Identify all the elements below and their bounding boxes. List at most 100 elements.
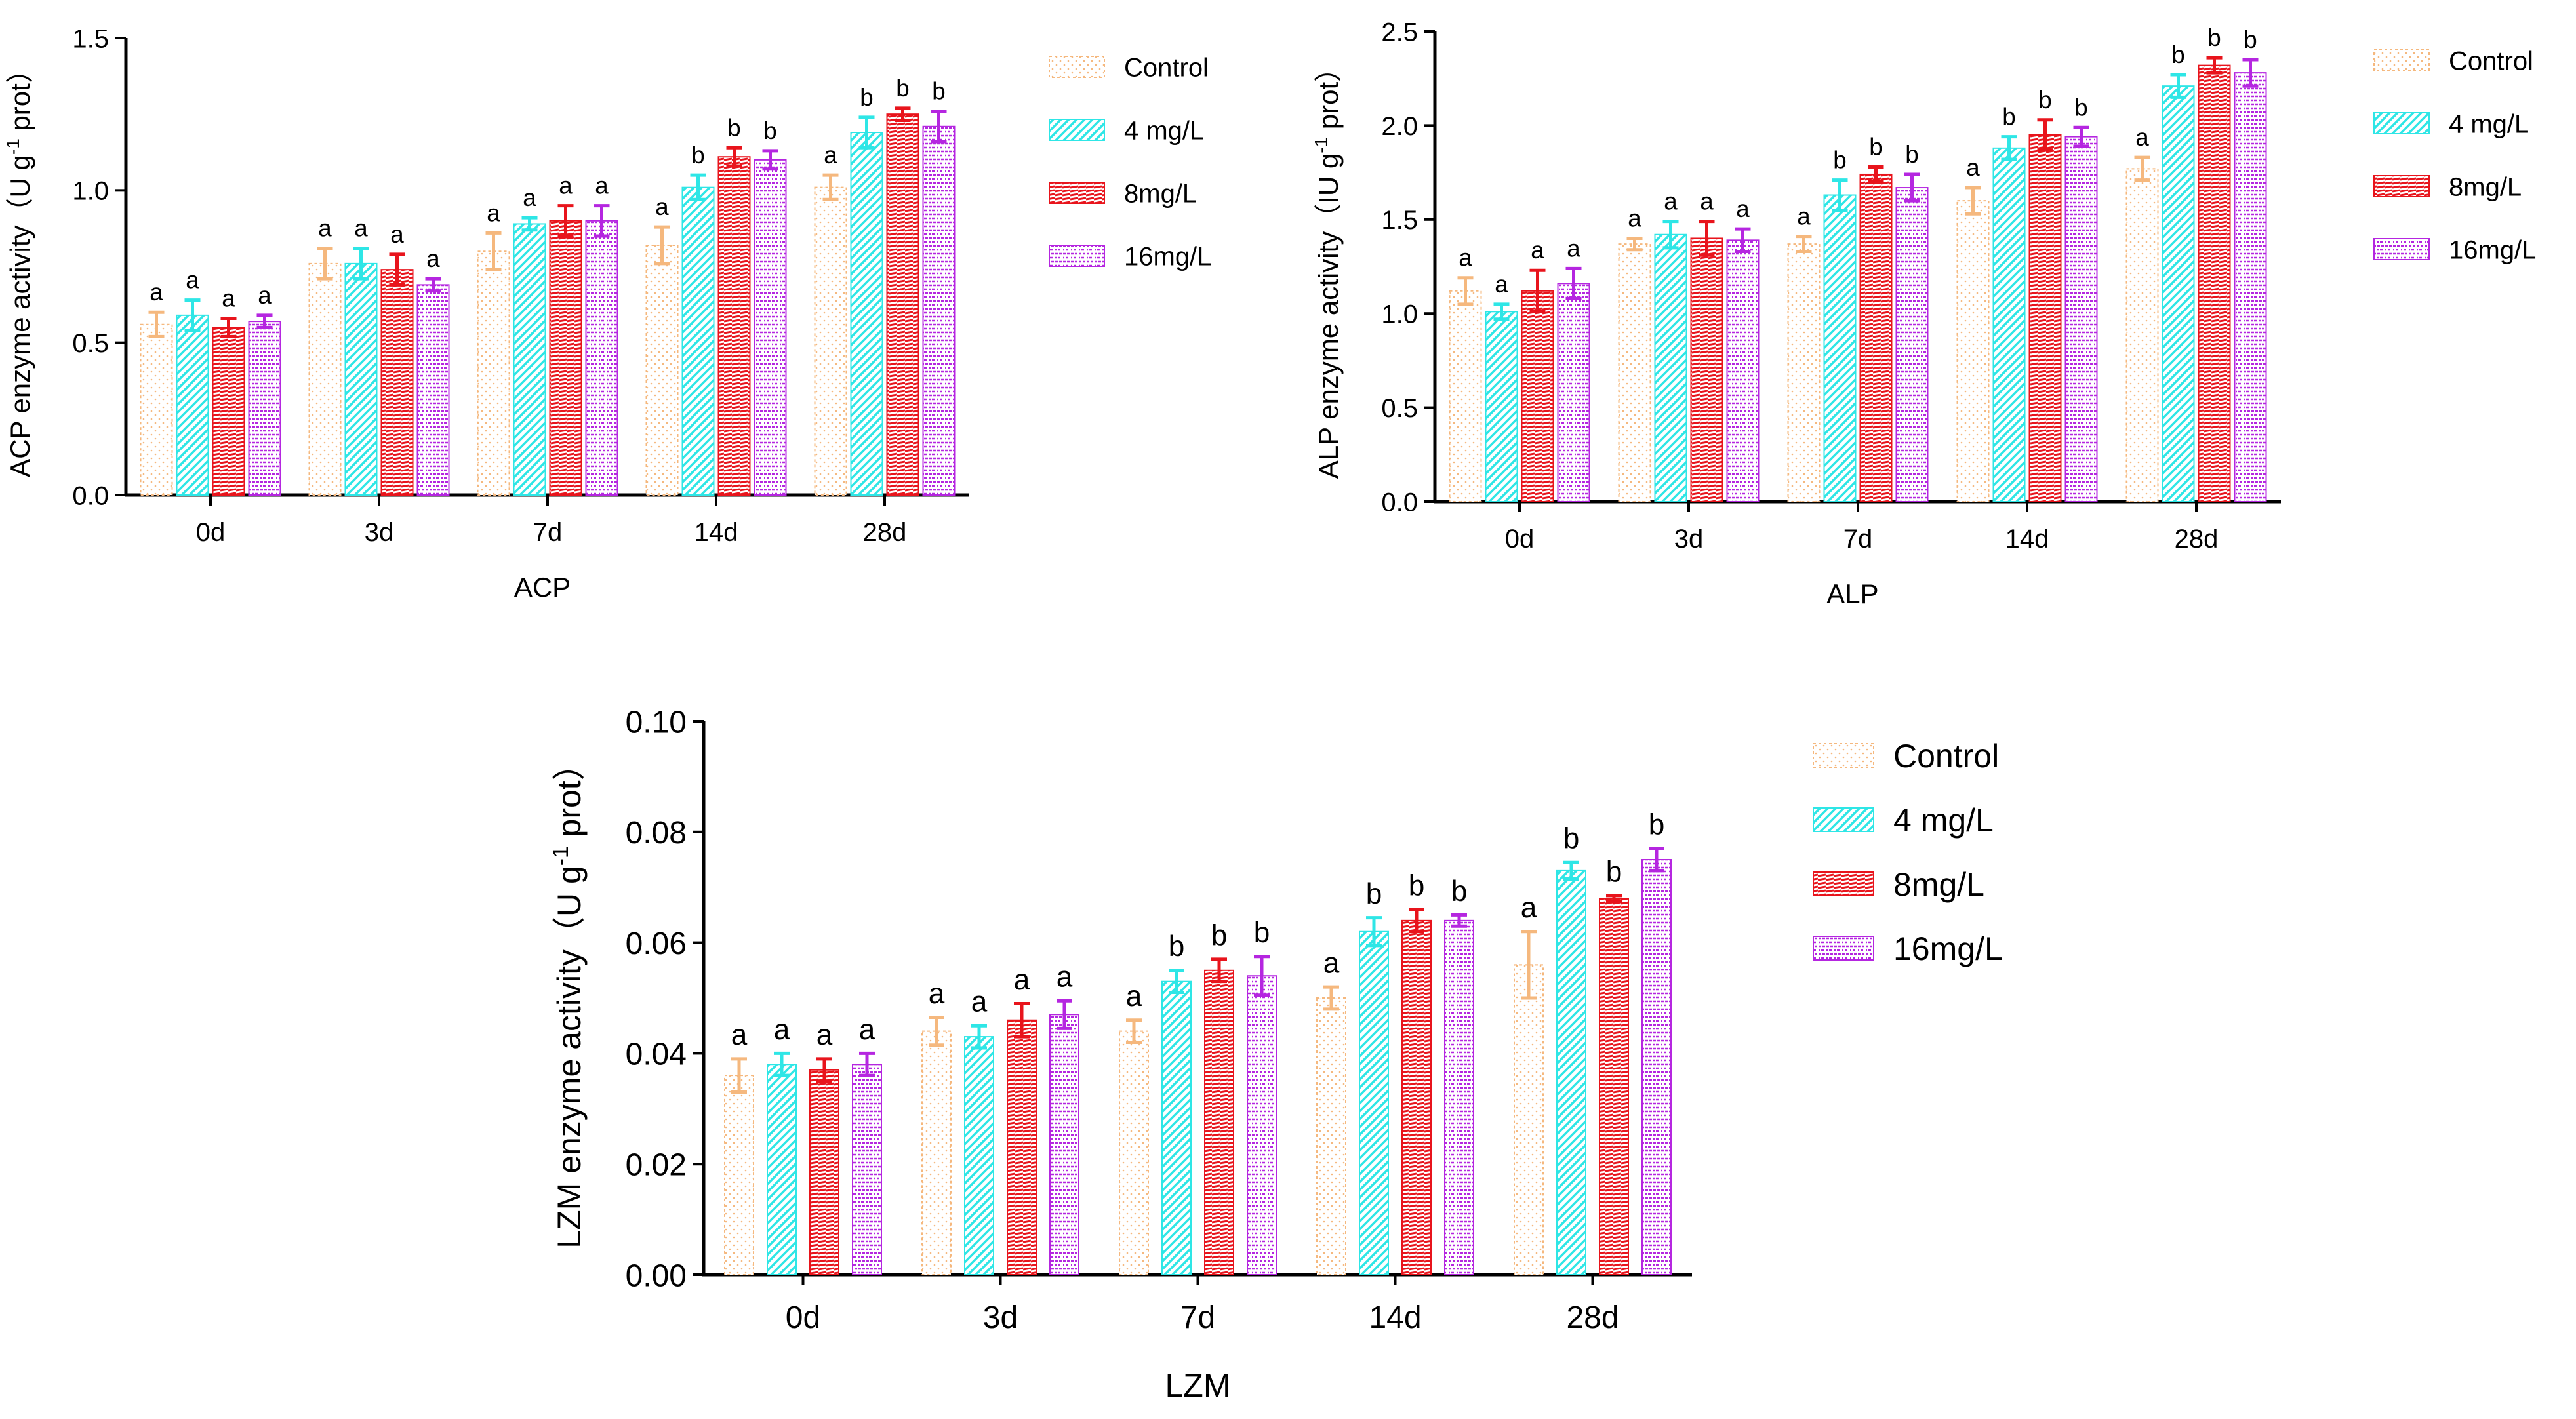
significance-letter: a: [1567, 235, 1580, 262]
significance-letter: a: [1531, 237, 1544, 264]
significance-letter: a: [150, 279, 163, 306]
bar-alp-0-3: [1557, 283, 1590, 502]
significance-letter: a: [774, 1014, 790, 1046]
y-tick-label: 0.04: [626, 1037, 687, 1072]
error-bar: [485, 231, 502, 271]
bar-acp-2-2: [549, 220, 582, 496]
bar-acp-0-2: [212, 327, 245, 496]
significance-letter: a: [1459, 245, 1472, 271]
bar-alp-4-2: [2198, 64, 2231, 502]
bar-acp-4-2: [886, 113, 919, 496]
y-tick-label: 1.0: [1381, 300, 1418, 329]
bar-lzm-4-3: [1641, 859, 1672, 1275]
x-tick-label: 0d: [1505, 525, 1535, 553]
error-bar: [2073, 125, 2089, 148]
error-bar: [2170, 73, 2186, 99]
y-axis-title: LZM enzyme activity（U g-1 prot）: [549, 748, 588, 1248]
legend-label: 8mg/L: [1893, 866, 1984, 903]
significance-letter: b: [1409, 869, 1425, 902]
error-bar: [822, 173, 839, 201]
x-tick-label: 3d: [983, 1300, 1018, 1335]
x-tick-label: 14d: [694, 518, 738, 547]
y-axis-title: ACP enzyme activity（U g-1 prot）: [3, 56, 35, 477]
error-bar: [1254, 955, 1270, 997]
legend-swatch: [1049, 245, 1105, 267]
error-bar: [1014, 1001, 1030, 1039]
bar-acp-2-3: [585, 220, 618, 496]
y-tick-label: 1.5: [72, 24, 109, 53]
bar-lzm-3-2: [1401, 919, 1432, 1275]
error-bar: [1057, 999, 1072, 1030]
error-bar: [2001, 135, 2017, 161]
bar-lzm-3-0: [1316, 997, 1346, 1275]
x-tick-label: 0d: [196, 518, 226, 547]
x-axis-title: ACP: [514, 572, 571, 603]
x-axis-title: LZM: [1165, 1367, 1231, 1404]
significance-letter: a: [655, 193, 669, 220]
error-bar: [1965, 186, 1981, 216]
legend-label: 4 mg/L: [1893, 802, 1994, 839]
x-tick-label: 0d: [786, 1300, 820, 1335]
error-bar: [929, 1016, 944, 1047]
legend-label: 16mg/L: [2449, 235, 2536, 264]
y-tick-label: 1.0: [72, 177, 109, 206]
error-bar: [148, 310, 165, 338]
bar-alp-2-2: [1859, 173, 1893, 502]
error-bar: [654, 225, 670, 266]
significance-letter: b: [1606, 856, 1622, 888]
error-bar: [762, 149, 778, 171]
significance-letter: a: [354, 215, 368, 242]
bar-alp-3-0: [1956, 200, 1990, 502]
x-tick-label: 28d: [863, 518, 907, 547]
significance-letter: a: [1966, 154, 1980, 181]
legend: Control 4 mg/L 8mg/L 16mg/L: [2373, 47, 2536, 264]
bar-acp-1-3: [416, 284, 450, 496]
bar-lzm-3-3: [1444, 919, 1474, 1275]
bar-lzm-1-0: [921, 1030, 952, 1275]
significance-letter: a: [222, 285, 235, 311]
bar-alp-3-2: [2028, 134, 2062, 503]
legend-swatch: [2373, 238, 2430, 260]
error-bar: [1662, 220, 1679, 250]
legend-label: 4 mg/L: [2449, 110, 2529, 138]
error-bar: [1796, 235, 1812, 254]
significance-letter: a: [318, 215, 332, 242]
significance-letter: b: [2038, 87, 2051, 113]
y-tick-label: 0.06: [626, 927, 687, 961]
significance-letter: a: [731, 1019, 748, 1051]
legend-label: 8mg/L: [2449, 172, 2522, 201]
error-bar: [1565, 266, 1582, 300]
bar-lzm-0-2: [809, 1069, 839, 1275]
significance-letter: a: [971, 986, 988, 1018]
error-bar: [1606, 894, 1622, 903]
significance-letter: a: [1014, 964, 1030, 996]
chart-lzm: 0.00 0.02 0.04 0.06 0.08 0.10 LZM enzyme activ…: [549, 705, 2003, 1404]
significance-letter: b: [1869, 133, 1882, 160]
bar-lzm-0-1: [767, 1064, 797, 1276]
chart-alp: 0.0 0.5 1.0 1.5 2.0 2.5 ALP enzyme activity（IU…: [1311, 18, 2536, 609]
bar-lzm-2-3: [1247, 975, 1277, 1275]
bar-acp-0-3: [248, 321, 281, 496]
error-bar: [317, 247, 333, 281]
y-tick-label: 0.5: [1381, 394, 1418, 423]
significance-letter: b: [1169, 930, 1185, 963]
error-bar: [594, 204, 610, 238]
error-bar: [1366, 916, 1382, 948]
error-bar: [1832, 178, 1848, 212]
y-axis-title: ALP enzyme activity（IU g-1 prot）: [1311, 54, 1344, 479]
error-bar: [256, 313, 273, 329]
x-tick-label: 3d: [1674, 525, 1704, 553]
y-tick-label: 0.10: [626, 705, 687, 740]
error-bar: [557, 204, 574, 238]
error-bar: [1563, 860, 1579, 881]
bar-acp-3-3: [754, 159, 787, 496]
legend-swatch: [1049, 56, 1105, 78]
bar-alp-1-0: [1618, 243, 1651, 502]
x-tick-label: 14d: [1369, 1300, 1421, 1335]
legend-label: Control: [1893, 738, 1999, 774]
bar-alp-0-1: [1485, 311, 1518, 502]
y-tick-label: 0.5: [72, 329, 109, 358]
legend-label: 16mg/L: [1124, 242, 1211, 271]
x-tick-label: 3d: [365, 518, 394, 547]
error-bar: [1457, 276, 1474, 306]
